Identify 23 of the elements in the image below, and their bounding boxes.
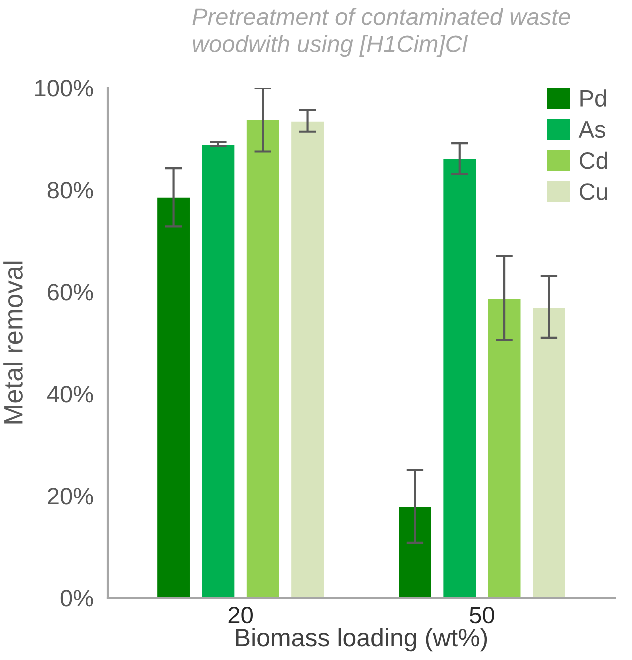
y-tick-label: 40% [47,386,94,403]
y-tick-label: 0% [60,590,94,607]
x-axis-title: Biomass loading (wt%) [236,628,488,652]
x-tick-label: 20 [228,606,253,624]
y-tick-label: 100% [36,80,94,97]
y-tick-label: 20% [48,488,94,505]
bar [398,506,433,598]
bar [442,158,478,598]
bar [200,144,236,598]
bar [486,298,522,598]
bar [290,120,326,598]
y-axis-title: Metal removal [4,262,23,424]
chart-title: Pretreatment of contaminated waste woodwith using [H1Cim]Cl [192,8,570,58]
y-tick-label: 60% [48,284,94,301]
bar [156,196,192,598]
legend-label: As [578,122,606,138]
legend-label: Cd [580,152,608,170]
y-tick-label: 80% [48,182,94,199]
bar [532,306,567,598]
legend-label: Cu [580,184,608,200]
legend-label: Pd [580,90,606,108]
x-tick-label: 50 [470,606,494,624]
bar [246,118,281,598]
